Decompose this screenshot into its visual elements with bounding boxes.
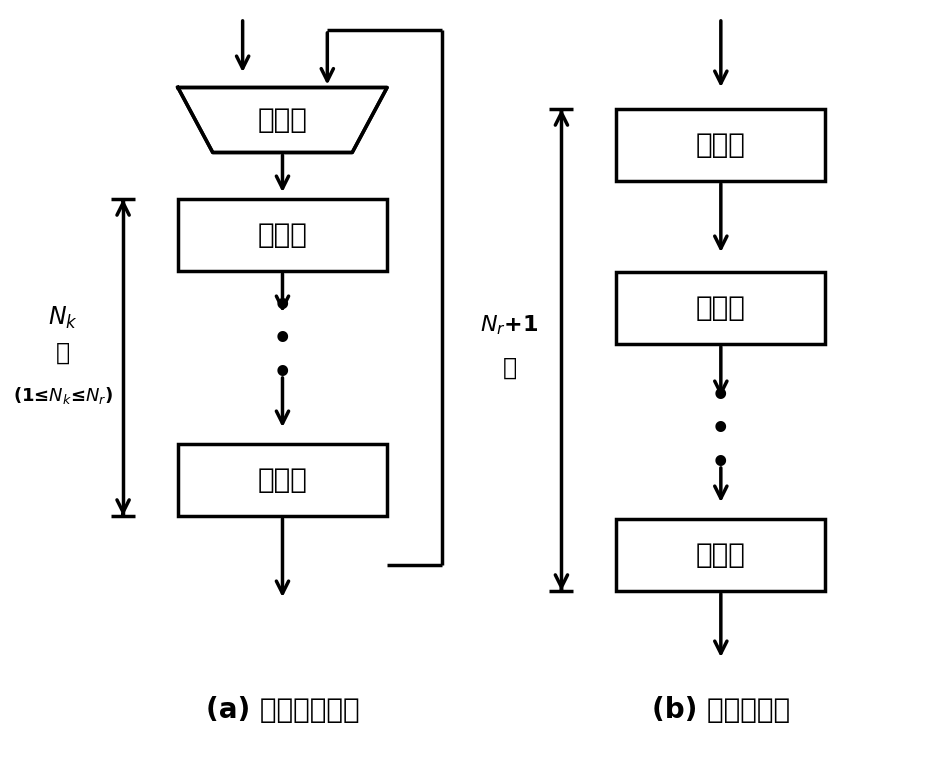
Bar xyxy=(616,519,825,591)
Polygon shape xyxy=(177,88,387,153)
Text: 轮变换: 轮变换 xyxy=(258,466,308,494)
Text: •
•
•: • • • xyxy=(711,382,731,478)
Text: 轮: 轮 xyxy=(502,356,516,380)
Bar xyxy=(177,199,387,271)
Text: (a) 循环展开结构: (a) 循环展开结构 xyxy=(206,696,360,724)
Text: 轮变换: 轮变换 xyxy=(258,221,308,249)
Text: 轮: 轮 xyxy=(57,341,71,365)
Text: 轮变换: 轮变换 xyxy=(696,294,746,322)
Bar xyxy=(616,109,825,181)
Text: $N_r$+1: $N_r$+1 xyxy=(480,314,539,337)
Text: 轮变换: 轮变换 xyxy=(696,541,746,569)
Text: •
•
•: • • • xyxy=(273,292,293,388)
Text: $N_k$: $N_k$ xyxy=(48,304,78,331)
Bar xyxy=(616,272,825,344)
Text: 选择器: 选择器 xyxy=(258,106,308,134)
Text: (1≤$N_k$≤$N_r$): (1≤$N_k$≤$N_r$) xyxy=(13,385,113,406)
Text: 轮变换: 轮变换 xyxy=(696,131,746,159)
Bar xyxy=(177,444,387,516)
Text: (b) 全展开结构: (b) 全展开结构 xyxy=(651,696,790,724)
